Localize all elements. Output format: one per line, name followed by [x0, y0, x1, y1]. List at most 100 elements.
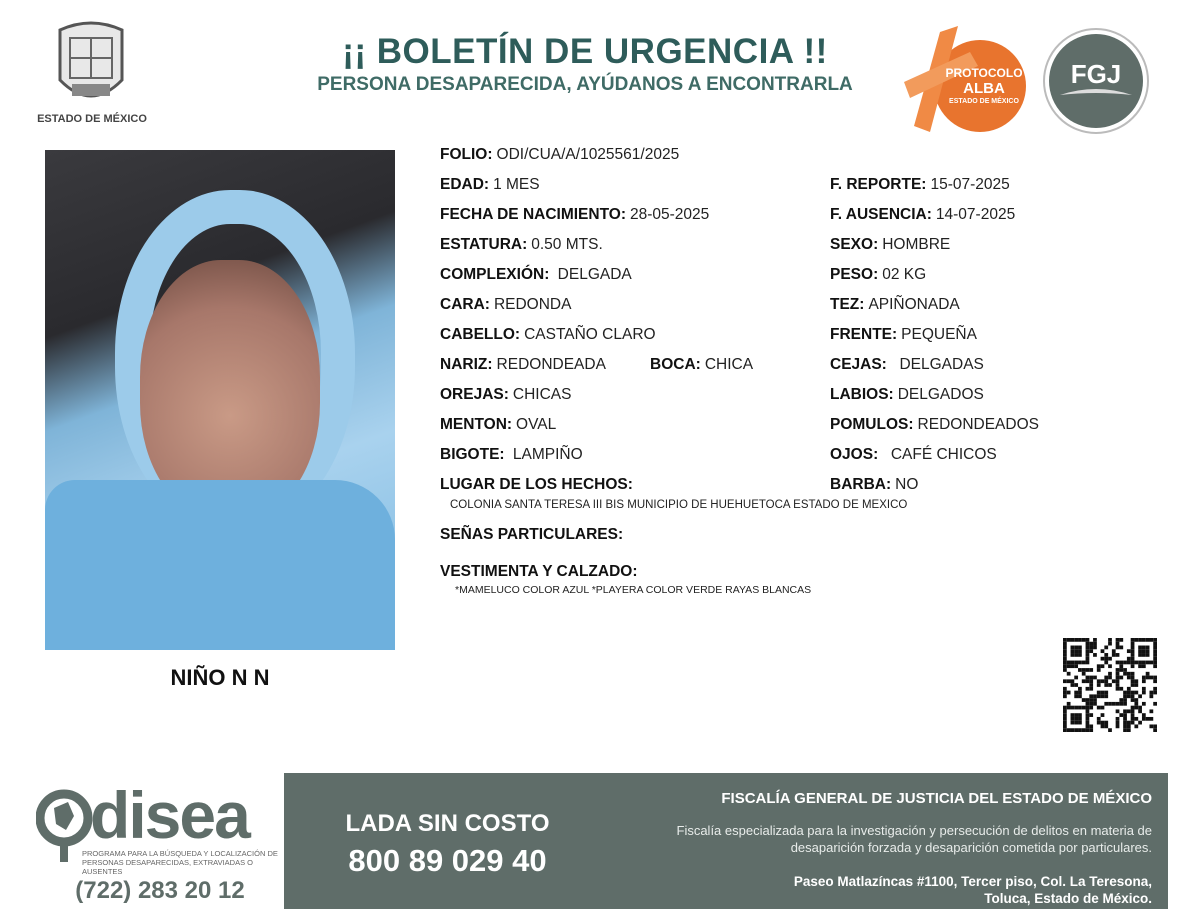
- alba-line3: ESTADO DE MÉXICO: [949, 98, 1019, 105]
- odisea-phone[interactable]: (722) 283 20 12: [75, 877, 245, 904]
- folio-row: FOLIO: ODI/CUA/A/1025561/2025: [440, 145, 679, 165]
- field-row: POMULOS: REDONDEADOS: [830, 415, 1039, 435]
- field-value: 02 KG: [882, 266, 927, 283]
- field-row: FRENTE: PEQUEÑA: [830, 325, 977, 345]
- footer-contact-panel: [284, 773, 1168, 909]
- fgj-logo-text: FGJ: [1070, 59, 1122, 89]
- field-label: FECHA DE NACIMIENTO:: [440, 206, 626, 223]
- field-row: EDAD: 1 MES: [440, 175, 540, 195]
- odisea-wordmark: disea: [90, 778, 251, 852]
- field-value: REDONDA: [493, 296, 572, 313]
- field-label: POMULOS:: [830, 416, 914, 433]
- field-value: 14-07-2025: [935, 206, 1016, 223]
- field-row: CABELLO: CASTAÑO CLARO: [440, 325, 656, 345]
- fgj-description: Fiscalía especializada para la investiga…: [676, 823, 1153, 855]
- field-label: OJOS:: [830, 446, 879, 463]
- fgj-logo: FGJ: [1042, 27, 1150, 135]
- field-value: CHICAS: [512, 386, 572, 403]
- vestimenta-label: VESTIMENTA Y CALZADO:: [440, 563, 638, 580]
- fgj-title: FISCALÍA GENERAL DE JUSTICIA DEL ESTADO …: [721, 790, 1152, 807]
- field-value: DELGADOS: [897, 386, 984, 403]
- folio-value: ODI/CUA/A/1025561/2025: [496, 146, 680, 163]
- field-label: TEZ:: [830, 296, 865, 313]
- field-value: 0.50 MTS.: [531, 236, 603, 253]
- field-label: F. AUSENCIA:: [830, 206, 932, 223]
- address-line1: Paseo Matlazíncas #1100, Tercer piso, Co…: [793, 874, 1152, 889]
- field-label: BIGOTE:: [440, 446, 505, 463]
- field-value: LAMPIÑO: [508, 446, 583, 463]
- field-row: FECHA DE NACIMIENTO: 28-05-2025: [440, 205, 709, 225]
- alba-line1: PROTOCOLO: [945, 66, 1023, 80]
- boca-label: BOCA:: [650, 356, 701, 373]
- field-label: MENTON:: [440, 416, 513, 433]
- field-label: SEXO:: [830, 236, 879, 253]
- field-value: CAFÉ CHICOS: [882, 446, 997, 463]
- field-label: OREJAS:: [440, 386, 509, 403]
- field-value: HOMBRE: [882, 236, 951, 253]
- field-row: CARA: REDONDA: [440, 295, 571, 315]
- bulletin-title: ¡¡ BOLETÍN DE URGENCIA !!: [342, 32, 828, 71]
- address-line2: Toluca, Estado de México.: [984, 891, 1152, 906]
- boca-value: CHICA: [704, 356, 754, 373]
- field-value: DELGADAS: [890, 356, 984, 373]
- field-label: LUGAR DE LOS HECHOS:: [440, 476, 633, 493]
- state-logo-label: ESTADO DE MÉXICO: [37, 113, 147, 125]
- lugar-value: COLONIA SANTA TERESA III BIS MUNICIPIO D…: [450, 499, 908, 511]
- field-label: CEJAS:: [830, 356, 887, 373]
- field-row: NARIZ: REDONDEADA: [440, 355, 606, 375]
- field-label: PESO:: [830, 266, 879, 283]
- vestimenta-row: VESTIMENTA Y CALZADO:: [440, 562, 642, 582]
- field-label: CARA:: [440, 296, 490, 313]
- field-row: LUGAR DE LOS HECHOS:: [440, 475, 637, 495]
- field-row: F. REPORTE: 15-07-2025: [830, 175, 1010, 195]
- field-row: TEZ: APIÑONADA: [830, 295, 960, 315]
- missing-person-photo: [45, 150, 395, 650]
- state-coat-of-arms: [52, 20, 130, 108]
- field-value: 28-05-2025: [630, 206, 710, 223]
- field-value: REDONDEADOS: [917, 416, 1039, 433]
- qr-code[interactable]: [1063, 638, 1157, 732]
- field-value: 15-07-2025: [930, 176, 1010, 193]
- field-row: LABIOS: DELGADOS: [830, 385, 984, 405]
- protocolo-alba-logo: PROTOCOLO ALBA ESTADO DE MÉXICO: [900, 22, 1030, 134]
- field-value: DELGADA: [553, 266, 632, 283]
- field-row: OJOS: CAFÉ CHICOS: [830, 445, 997, 465]
- field-value: OVAL: [516, 416, 557, 433]
- field-label: CABELLO:: [440, 326, 521, 343]
- field-row: CEJAS: DELGADAS: [830, 355, 984, 375]
- field-row: SEXO: HOMBRE: [830, 235, 950, 255]
- field-value: PEQUEÑA: [901, 326, 977, 343]
- field-row: ESTATURA: 0.50 MTS.: [440, 235, 603, 255]
- field-label: ESTATURA:: [440, 236, 528, 253]
- field-label: F. REPORTE:: [830, 176, 927, 193]
- vestimenta-value: *MAMELUCO COLOR AZUL *PLAYERA COLOR VERD…: [455, 584, 812, 596]
- odisea-description: PROGRAMA PARA LA BÚSQUEDA Y LOCALIZACIÓN…: [82, 849, 278, 876]
- field-row: COMPLEXIÓN: DELGADA: [440, 265, 632, 285]
- bulletin-subtitle: PERSONA DESAPARECIDA, AYÚDANOS A ENCONTR…: [317, 74, 853, 95]
- senas-row: SEÑAS PARTICULARES:: [440, 525, 627, 545]
- fgj-address: Paseo Matlazíncas #1100, Tercer piso, Co…: [600, 873, 1152, 907]
- field-label: EDAD:: [440, 176, 490, 193]
- field-value: APIÑONADA: [868, 296, 960, 313]
- senas-label: SEÑAS PARTICULARES:: [440, 526, 624, 543]
- field-label: NARIZ:: [440, 356, 493, 373]
- field-label: LABIOS:: [830, 386, 894, 403]
- field-value: REDONDEADA: [496, 356, 606, 373]
- field-row: BARBA: NO: [830, 475, 918, 495]
- field-value: CASTAÑO CLARO: [524, 326, 656, 343]
- odisea-logo-icon: [35, 788, 96, 878]
- alba-line2: ALBA: [963, 80, 1005, 97]
- toll-free-label: LADA SIN COSTO: [345, 810, 550, 837]
- field-row: MENTON: OVAL: [440, 415, 556, 435]
- field-label: BARBA:: [830, 476, 892, 493]
- field-row: BIGOTE: LAMPIÑO: [440, 445, 583, 465]
- field-value: NO: [895, 476, 919, 493]
- field-label: FRENTE:: [830, 326, 898, 343]
- field-label: COMPLEXIÓN:: [440, 266, 550, 283]
- field-row: F. AUSENCIA: 14-07-2025: [830, 205, 1015, 225]
- folio-label: FOLIO:: [440, 146, 493, 163]
- field-row: OREJAS: CHICAS: [440, 385, 571, 405]
- boca-row: BOCA: CHICA: [650, 355, 753, 375]
- toll-free-number[interactable]: 800 89 029 40: [348, 843, 547, 878]
- field-row: PESO: 02 KG: [830, 265, 926, 285]
